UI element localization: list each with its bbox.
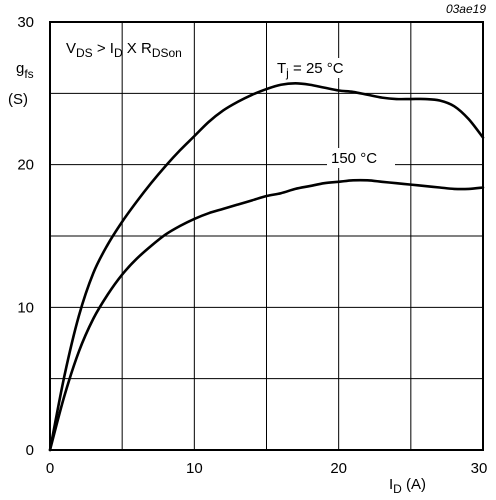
y-axis-unit: (S)	[8, 91, 28, 108]
y-tick-label: 20	[17, 157, 34, 174]
series-line-25c	[48, 82, 485, 452]
y-axis-label-main: g	[16, 60, 24, 77]
y-tick-labels: 0 10 20 30	[17, 14, 34, 459]
y-tick-label: 30	[17, 14, 34, 31]
y-tick-label: 0	[26, 442, 34, 459]
x-tick-label: 0	[46, 460, 54, 477]
grid	[50, 22, 483, 450]
y-tick-label: 10	[17, 299, 34, 316]
series-line-150c	[48, 178, 485, 452]
series-label-150c-background	[327, 148, 395, 168]
series-label-25c-background	[273, 58, 391, 78]
reference-code: 03ae19	[446, 2, 486, 16]
series-label-150c: 150 °C	[331, 150, 377, 167]
x-axis-label-unit: (A)	[402, 476, 426, 493]
condition-annotation: VDS > ID X RDSon	[66, 40, 182, 60]
series-lines	[48, 82, 485, 452]
x-axis-label: ID (A)	[389, 476, 426, 496]
x-tick-label: 20	[330, 460, 347, 477]
x-tick-labels: 0 10 20 30	[46, 460, 488, 477]
condition-text: VDS > ID X RDSon	[66, 40, 182, 60]
x-tick-label: 30	[471, 460, 488, 477]
series-labels: Tj = 25 °C 150 °C	[273, 58, 395, 168]
series-label-25c: Tj = 25 °C	[277, 60, 344, 80]
x-axis-label-sub: D	[393, 482, 402, 496]
plot-frame	[49, 21, 484, 451]
y-axis-label: gfs	[16, 60, 34, 81]
y-axis-label-sub: fs	[24, 67, 33, 81]
x-tick-label: 10	[186, 460, 203, 477]
x-axis-label-main: I	[389, 476, 393, 493]
